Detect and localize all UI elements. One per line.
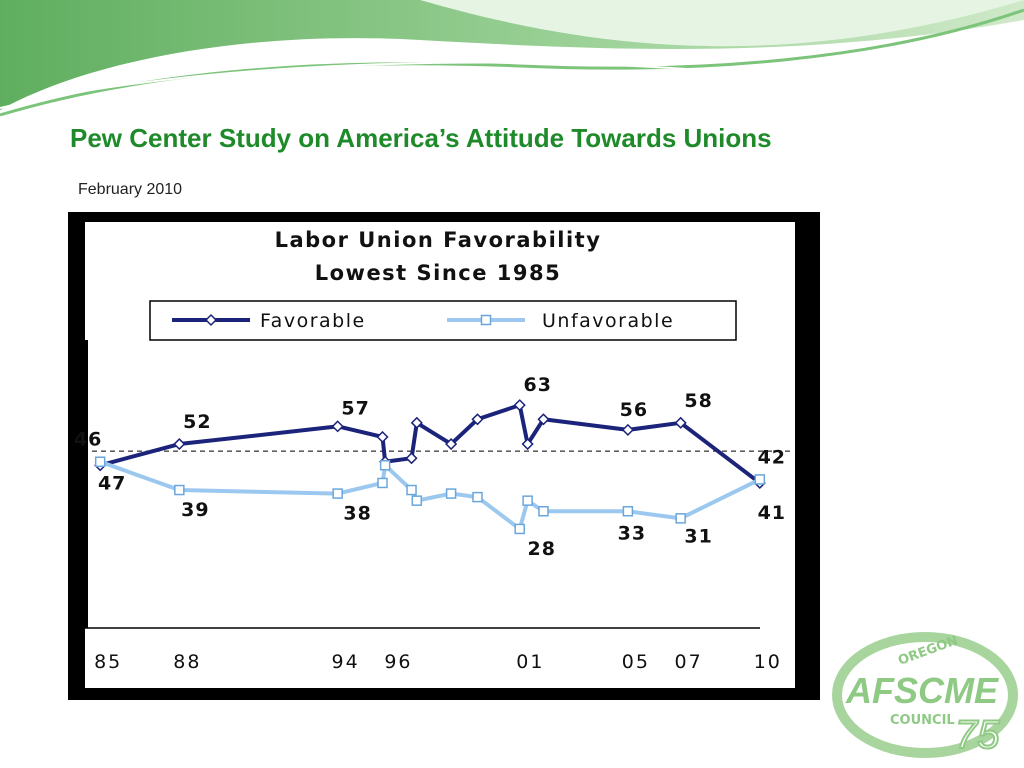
chart-subtitle: Lowest Since 1985 (315, 261, 562, 285)
point (514, 523, 525, 535)
point (621, 423, 634, 436)
data-label: 47 (98, 473, 126, 495)
point (406, 484, 417, 496)
logo-number: 75 (955, 713, 1000, 757)
logo-bottom: COUNCIL (890, 713, 955, 728)
point (513, 399, 526, 412)
x-tick-label: 07 (675, 651, 703, 673)
point (377, 477, 388, 489)
data-label: 31 (684, 525, 712, 547)
point (445, 437, 458, 451)
data-label: 42 (758, 446, 786, 468)
point (331, 420, 344, 433)
logo: OREGON AFSCME COUNCIL 75 (832, 632, 1018, 758)
point (674, 416, 687, 429)
point (522, 495, 533, 506)
chart-title: Labor Union Favorability (275, 228, 602, 252)
point (410, 416, 423, 429)
data-label: 46 (74, 428, 102, 450)
data-label: 39 (181, 499, 209, 521)
data-label: 52 (183, 411, 211, 433)
data-label: 56 (620, 399, 648, 421)
x-tick-label: 01 (516, 651, 544, 673)
data-label: 41 (758, 502, 786, 524)
point (405, 452, 418, 465)
point (675, 513, 686, 524)
point (538, 506, 549, 517)
slide-subtitle: February 2010 (78, 181, 182, 198)
point (537, 413, 550, 426)
legend-label: Unfavorable (542, 310, 674, 332)
point (376, 430, 389, 444)
x-tick-label: 94 (332, 651, 360, 673)
point (411, 495, 423, 506)
point (332, 488, 343, 499)
point (472, 491, 483, 503)
slide-title: Pew Center Study on America’s Attitude T… (70, 123, 772, 153)
legend-marker (204, 313, 218, 327)
legend-marker (480, 314, 492, 326)
point (521, 437, 534, 451)
x-tick-label: 10 (754, 651, 782, 673)
point (173, 437, 186, 451)
x-tick-label: 05 (622, 651, 650, 673)
data-label: 58 (684, 390, 712, 412)
data-label: 57 (341, 397, 369, 419)
point (471, 413, 484, 426)
x-tick-label: 85 (94, 651, 122, 673)
data-label: 33 (618, 522, 646, 544)
point (622, 506, 634, 517)
header-line (0, 29, 1024, 109)
data-label: 28 (527, 538, 555, 560)
point (379, 460, 391, 471)
point (754, 474, 766, 485)
logo-name: AFSCME (845, 670, 999, 711)
data-label: 63 (523, 374, 551, 396)
point (174, 484, 185, 496)
point (445, 488, 457, 499)
logo-ring (832, 632, 1018, 758)
chart-axis-bg (85, 628, 795, 688)
x-tick-label: 96 (384, 651, 412, 673)
header-highlight (420, 0, 1024, 47)
x-tick-label: 88 (173, 651, 201, 673)
data-label: 38 (343, 503, 371, 525)
legend-label: Favorable (260, 310, 366, 332)
point (94, 456, 106, 467)
